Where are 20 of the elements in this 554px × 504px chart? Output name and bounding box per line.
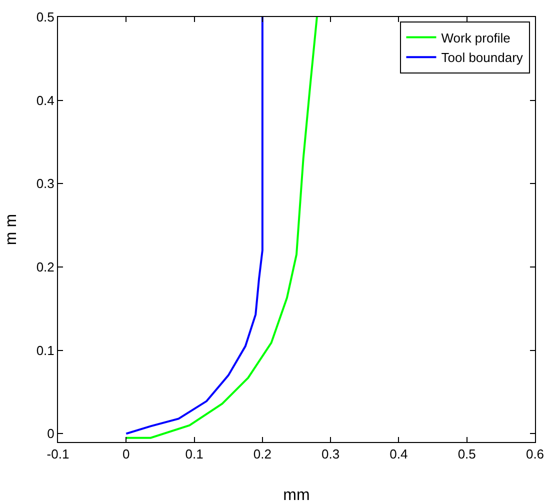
y-tick-label: 0.3 <box>36 176 54 192</box>
line-series <box>125 17 264 435</box>
legend-label: Work profile <box>441 30 510 46</box>
x-tick-label: 0.1 <box>185 446 204 462</box>
x-tick-label: 0.2 <box>253 446 272 462</box>
x-tick-label: 0 <box>122 446 130 462</box>
x-axis-title: mm <box>283 487 310 504</box>
x-tick-label: 0.4 <box>390 446 408 462</box>
x-tick-label: 0.3 <box>322 446 340 462</box>
y-tick-label: 0.2 <box>36 260 54 275</box>
x-tick-label: -0.1 <box>46 446 70 462</box>
y-axis-title: m m <box>3 214 20 246</box>
y-tick-label: 0 <box>47 426 54 442</box>
y-tick-label: 0.5 <box>36 10 54 25</box>
x-tick-label: 0.5 <box>458 446 476 462</box>
legend-label: Tool boundary <box>441 50 524 66</box>
x-tick-label: 0.6 <box>526 446 544 462</box>
y-tick-label: 0.1 <box>36 342 54 358</box>
line-series <box>125 17 318 439</box>
y-tick-label: 0.4 <box>36 92 54 108</box>
